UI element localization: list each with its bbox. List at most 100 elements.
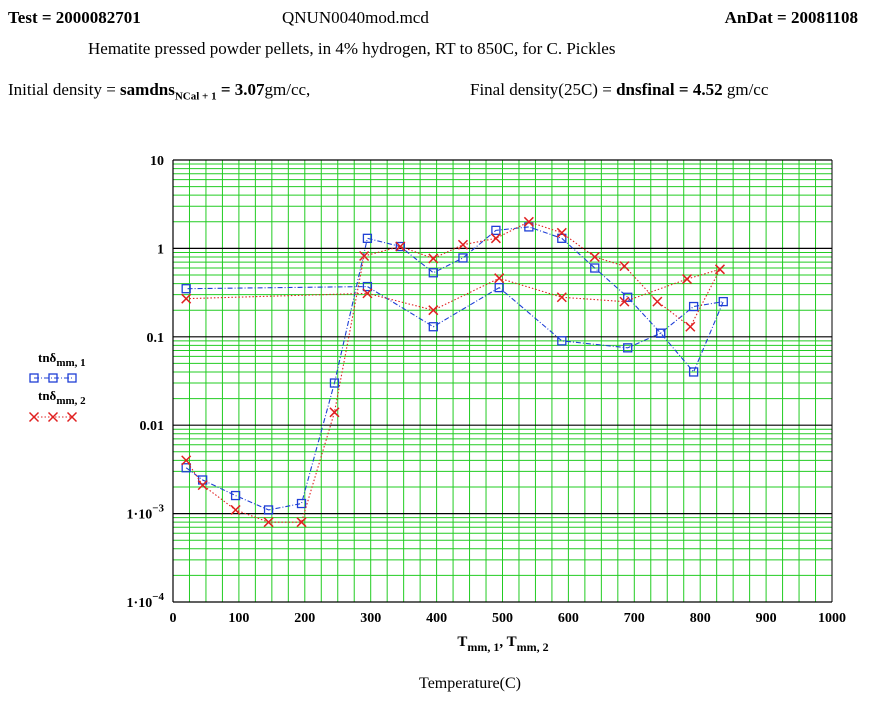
x-tick-label: 400 [426, 611, 447, 626]
data-point-series-2 [494, 273, 505, 284]
y-tick-label: 1·10−4 [127, 591, 165, 611]
series-line-1 [185, 226, 725, 511]
legend-marker-series-2 [66, 411, 78, 423]
data-point-series-2 [457, 239, 468, 250]
data-point-series-2 [685, 321, 696, 332]
data-point-series-1 [181, 463, 191, 473]
y-tick-label: 0.1 [147, 331, 165, 346]
data-point-series-1 [296, 498, 307, 509]
data-point-series-1 [557, 336, 567, 346]
x-tick-label: 300 [360, 611, 381, 626]
data-point-series-1 [590, 263, 600, 273]
legend: tnδmm, 1 tnδmm, 2 [28, 350, 86, 423]
andat-label: AnDat = [724, 8, 791, 27]
data-point-series-2 [329, 407, 340, 418]
axis-labels: 0 100 200 300 400 500 600 700 800 900 1000 1·10−4 1·… [127, 154, 846, 626]
series-layer [181, 216, 728, 528]
data-point-series-1 [395, 241, 406, 252]
data-point-series-1 [263, 505, 274, 515]
data-point-series-1 [230, 490, 241, 501]
data-point-series-2 [263, 517, 274, 528]
data-point-series-2 [490, 233, 501, 244]
x-tick-label: 700 [624, 611, 645, 626]
data-point-series-2 [619, 296, 630, 307]
analysis-date: AnDat = 20081108 [725, 8, 858, 28]
test-label: Test = [8, 8, 56, 27]
data-point-series-2 [428, 253, 439, 264]
data-point-series-2 [230, 504, 241, 515]
data-point-series-2 [619, 261, 630, 272]
data-point-series-1 [623, 343, 633, 353]
data-point-series-2 [296, 517, 307, 528]
y-tick-label: 1 [157, 242, 164, 257]
data-point-series-2 [181, 455, 192, 466]
data-point-series-2 [181, 293, 192, 304]
final-density-label: Final density(25C) = [470, 80, 617, 99]
data-point-series-2 [197, 480, 208, 491]
data-point-series-2 [556, 227, 567, 238]
final-eq: = [674, 80, 693, 99]
legend-label-series-1: tnδmm, 1 [38, 350, 86, 369]
data-point-series-1 [491, 225, 501, 236]
legend-marker-series-2 [47, 411, 59, 423]
x-tick-label: 900 [756, 611, 777, 626]
legend-marker-series-2 [28, 411, 40, 423]
data-point-series-2 [428, 305, 439, 316]
x-tick-label: 200 [294, 611, 315, 626]
final-density-var: dnsfinal [616, 80, 675, 99]
final-density: Final density(25C) = dnsfinal = 4.52 gm/… [470, 80, 768, 100]
data-point-series-1 [557, 233, 567, 243]
data-point-series-1 [623, 292, 633, 302]
final-density-value: 4.52 [692, 80, 723, 99]
grid [172, 159, 833, 603]
y-tick-label: 0.01 [140, 419, 165, 434]
description: Hematite pressed powder pellets, in 4% h… [88, 39, 616, 58]
x-tick-label: 800 [690, 611, 711, 626]
data-point-series-1 [362, 233, 373, 243]
data-point-series-1 [181, 284, 191, 294]
legend-marker-series-1 [29, 373, 39, 383]
data-point-series-2 [359, 250, 370, 262]
data-point-series-2 [556, 292, 567, 303]
test-value: 2000082701 [55, 8, 141, 27]
x-axis-caption: Temperature(C) [419, 675, 521, 692]
data-point-series-1 [524, 222, 534, 232]
x-tick-label: 1000 [818, 611, 846, 626]
andat-value: 20081108 [790, 8, 858, 27]
y-tick-label: 10 [150, 154, 164, 169]
data-point-series-2 [714, 264, 726, 275]
legend-swatch-series-1 [29, 373, 77, 383]
data-point-series-1 [329, 378, 340, 388]
data-point-series-1 [458, 253, 468, 263]
data-point-series-2 [681, 274, 693, 285]
data-point-series-1 [688, 367, 699, 377]
initial-density-label: Initial density = [8, 80, 121, 99]
test-id: Test = 2000082701 [8, 8, 141, 28]
y-tick-label: 1·10−3 [127, 503, 165, 523]
initial-density-var: samdns [120, 80, 175, 99]
final-density-unit: gm/cc [722, 80, 769, 99]
data-point-series-2 [589, 251, 600, 262]
data-point-series-1 [428, 322, 438, 332]
initial-density-value: 3.07 [234, 80, 265, 99]
initial-density: Initial density = samdnsNCal + 1 = 3.07g… [8, 80, 310, 102]
data-point-series-2 [652, 296, 663, 307]
data-point-series-1 [688, 301, 699, 312]
legend-marker-series-1 [48, 373, 58, 383]
data-point-series-1 [656, 328, 666, 338]
filename: QNUN0040mod.mcd [282, 8, 429, 27]
legend-swatch-series-2 [28, 411, 78, 423]
legend-marker-series-1 [67, 373, 77, 383]
x-tick-label: 100 [228, 611, 249, 626]
x-tick-label: 600 [558, 611, 579, 626]
initial-eq: = [216, 80, 235, 99]
data-point-series-2 [395, 241, 406, 252]
x-tick-label: 500 [492, 611, 513, 626]
initial-density-var-sub: NCal + 1 [174, 90, 217, 103]
data-point-series-1 [428, 268, 438, 278]
data-point-series-1 [494, 282, 504, 293]
x-tick-label: 0 [170, 611, 177, 626]
x-axis-label: Tmm, 1, Tmm, 2 [457, 634, 548, 654]
data-point-series-2 [523, 216, 534, 227]
